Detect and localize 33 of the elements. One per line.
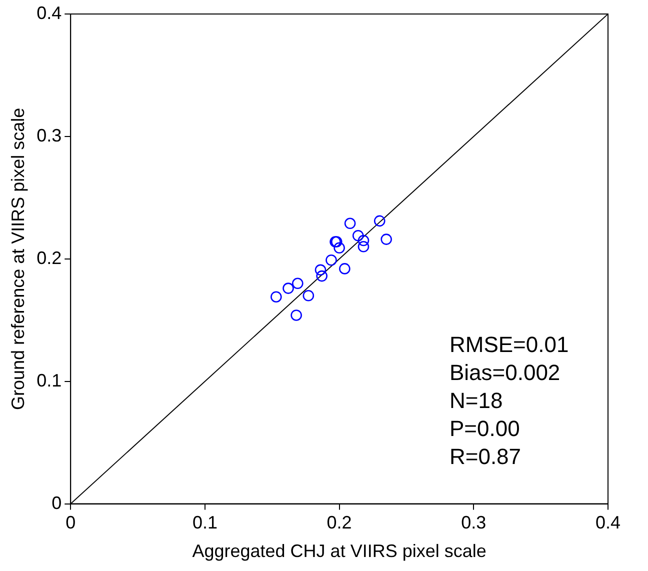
- point: [334, 242, 345, 254]
- point: [358, 241, 370, 252]
- x-tick-label: 0.2: [326, 512, 352, 533]
- y-axis-title: Ground reference at VIIRS pixel scale: [8, 108, 28, 410]
- x-tick-label: 0.1: [192, 512, 218, 533]
- x-tick-label: 0.3: [461, 512, 486, 533]
- point: [302, 290, 314, 302]
- x-tick-label: 0.4: [595, 512, 621, 533]
- annotation: Bias=0.002: [449, 360, 560, 385]
- point: [314, 264, 326, 276]
- annotation: R=0.87: [449, 444, 522, 469]
- annotation: RMSE=0.01: [449, 332, 569, 357]
- point: [292, 278, 304, 290]
- y-tick-label: 0.2: [36, 248, 62, 268]
- point: [380, 234, 392, 245]
- y-tick-label: 0.1: [36, 370, 62, 390]
- point: [282, 282, 294, 294]
- point: [326, 254, 337, 266]
- annotation: N=18: [449, 388, 503, 413]
- point: [344, 218, 356, 230]
- annotation: P=0.00: [449, 416, 520, 441]
- point: [358, 234, 370, 246]
- x-tick-label: 0: [66, 512, 76, 533]
- y-tick-label: 0: [52, 492, 62, 513]
- point: [374, 215, 386, 227]
- x-axis-title: Aggregated CHJ at VIIRS pixel scale: [192, 541, 486, 562]
- point: [339, 263, 350, 274]
- point: [316, 270, 328, 282]
- y-tick-label: 0.3: [36, 125, 62, 146]
- point: [290, 310, 302, 321]
- point: [352, 230, 364, 242]
- point: [270, 291, 282, 303]
- y-tick-label: 0.4: [36, 2, 62, 23]
